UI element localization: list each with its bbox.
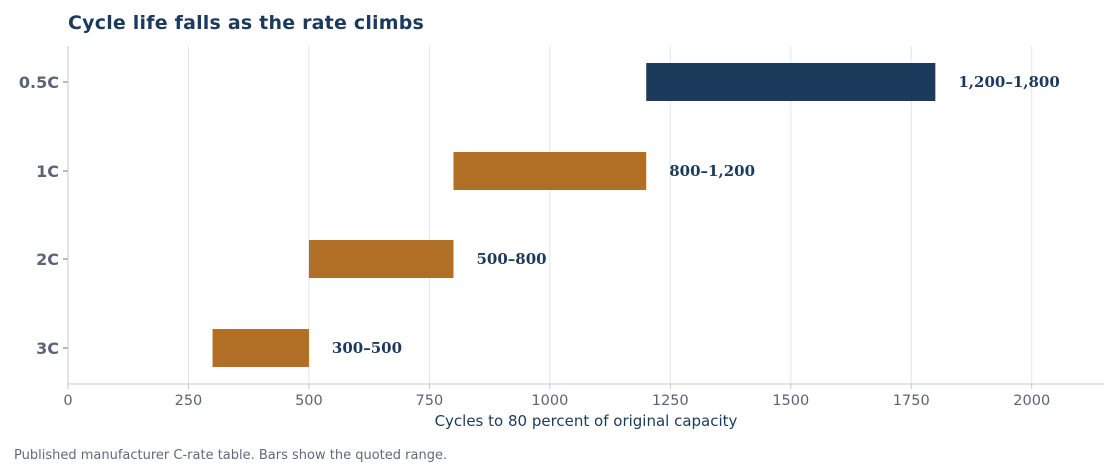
range-value-label: 1,200–1,800 — [958, 73, 1059, 91]
y-category-label: 0.5C — [19, 73, 59, 92]
x-tick-label: 500 — [295, 393, 323, 409]
x-tick-label: 1000 — [531, 393, 568, 409]
source-note: Published manufacturer C-rate table. Bar… — [14, 448, 448, 463]
bars — [212, 63, 936, 367]
x-tick-label: 1250 — [652, 393, 689, 409]
y-category-label: 1C — [36, 162, 59, 181]
x-axis-label: Cycles to 80 percent of original capacit… — [435, 412, 738, 430]
x-axis: 0 250 500 750 1000 1250 1500 1750 2000 — [63, 46, 1104, 409]
x-tick-label: 250 — [175, 393, 203, 409]
range-bar — [453, 152, 647, 190]
data-labels: 1,200–1,800 800–1,200 500–800 300–500 — [332, 73, 1060, 357]
chart-title: Cycle life falls as the rate climbs — [68, 12, 425, 34]
range-bar — [308, 240, 454, 278]
range-bar — [646, 63, 936, 101]
y-axis: 0.5C 1C 2C 3C — [19, 73, 68, 358]
gridlines — [187, 46, 1033, 384]
range-value-label: 500–800 — [476, 250, 546, 268]
x-tick-label: 0 — [63, 393, 72, 409]
range-value-label: 300–500 — [332, 339, 402, 357]
x-tick-label: 1500 — [772, 393, 809, 409]
x-tick-label: 1750 — [893, 393, 930, 409]
x-tick-label: 750 — [416, 393, 444, 409]
y-category-label: 2C — [36, 250, 59, 269]
range-value-label: 800–1,200 — [669, 162, 755, 180]
y-category-label: 3C — [36, 339, 59, 358]
x-tick-label: 2000 — [1013, 393, 1050, 409]
range-bar — [212, 329, 309, 367]
